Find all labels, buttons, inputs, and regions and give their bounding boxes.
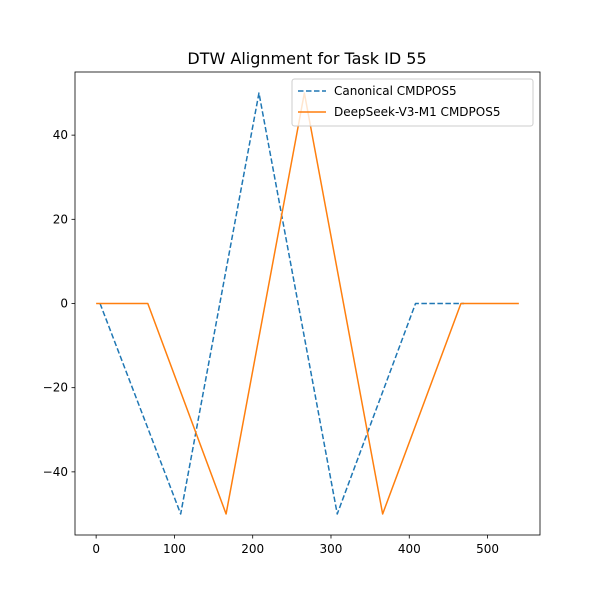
x-tick-label: 100 (163, 542, 186, 556)
x-tick-label: 300 (320, 542, 343, 556)
legend-label-2: DeepSeek-V3-M1 CMDPOS5 (334, 105, 500, 119)
x-axis: 0 100 200 300 400 500 (92, 535, 499, 556)
legend-label-1: Canonical CMDPOS5 (334, 84, 457, 98)
y-axis: −40 −20 0 20 40 (43, 128, 75, 479)
x-tick-label: 500 (476, 542, 499, 556)
y-tick-label: −20 (43, 381, 68, 395)
x-tick-label: 0 (92, 542, 100, 556)
y-tick-label: 0 (60, 297, 68, 311)
chart-title: DTW Alignment for Task ID 55 (187, 49, 426, 68)
y-tick-label: 40 (53, 128, 68, 142)
legend: Canonical CMDPOS5 DeepSeek-V3-M1 CMDPOS5 (291, 78, 534, 127)
legend-box (291, 78, 534, 127)
y-tick-label: 20 (53, 212, 68, 226)
x-tick-label: 400 (398, 542, 421, 556)
y-tick-label: −40 (43, 465, 68, 479)
plot-frame (74, 71, 541, 536)
x-tick-label: 200 (241, 542, 264, 556)
series-line-1 (99, 92, 465, 515)
